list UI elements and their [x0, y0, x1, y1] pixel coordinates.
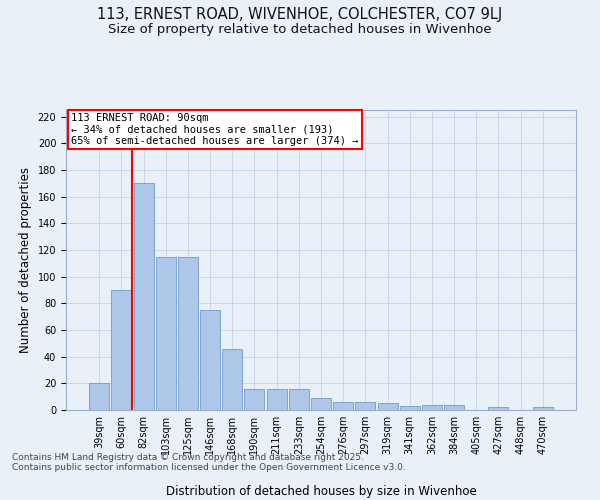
Bar	[178, 256, 198, 410]
Bar	[156, 256, 176, 410]
Text: Distribution of detached houses by size in Wivenhoe: Distribution of detached houses by size …	[166, 484, 476, 498]
Bar	[377, 404, 398, 410]
Text: Size of property relative to detached houses in Wivenhoe: Size of property relative to detached ho…	[108, 22, 492, 36]
Bar	[311, 398, 331, 410]
Text: Contains public sector information licensed under the Open Government Licence v3: Contains public sector information licen…	[12, 464, 406, 472]
Bar	[200, 310, 220, 410]
Text: 113, ERNEST ROAD, WIVENHOE, COLCHESTER, CO7 9LJ: 113, ERNEST ROAD, WIVENHOE, COLCHESTER, …	[97, 8, 503, 22]
Bar	[112, 290, 131, 410]
Bar	[444, 404, 464, 410]
Bar	[266, 388, 287, 410]
Bar	[222, 348, 242, 410]
Bar	[89, 384, 109, 410]
Bar	[333, 402, 353, 410]
Y-axis label: Number of detached properties: Number of detached properties	[19, 167, 32, 353]
Text: 113 ERNEST ROAD: 90sqm
← 34% of detached houses are smaller (193)
65% of semi-de: 113 ERNEST ROAD: 90sqm ← 34% of detached…	[71, 113, 359, 146]
Bar	[488, 408, 508, 410]
Bar	[400, 406, 420, 410]
Bar	[533, 408, 553, 410]
Bar	[244, 388, 265, 410]
Bar	[355, 402, 376, 410]
Bar	[422, 404, 442, 410]
Bar	[134, 184, 154, 410]
Text: Contains HM Land Registry data © Crown copyright and database right 2025.: Contains HM Land Registry data © Crown c…	[12, 454, 364, 462]
Bar	[289, 388, 309, 410]
